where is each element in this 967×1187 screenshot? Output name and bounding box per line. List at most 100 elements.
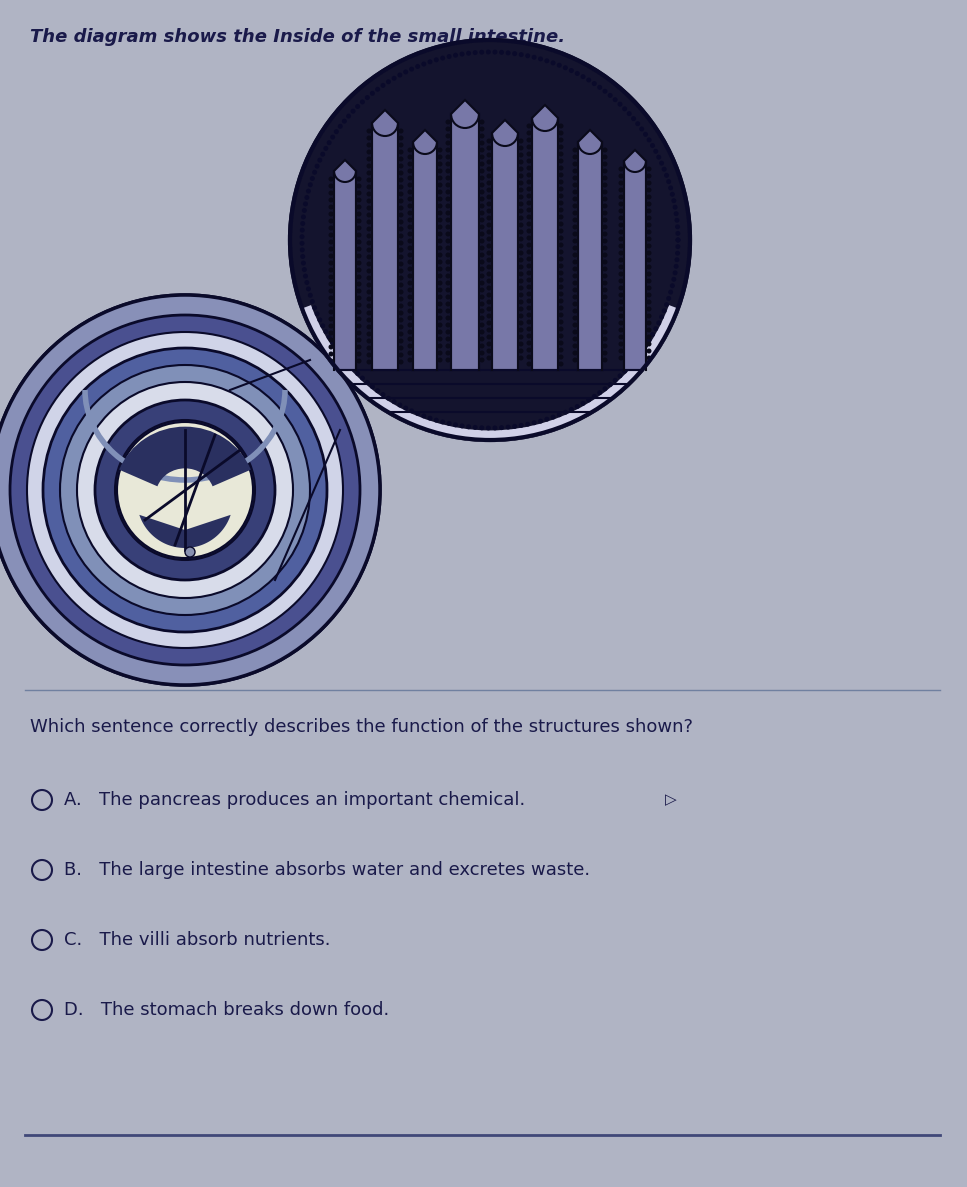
Circle shape xyxy=(607,382,613,387)
Circle shape xyxy=(480,330,484,335)
Circle shape xyxy=(559,298,564,304)
Circle shape xyxy=(407,169,413,173)
Circle shape xyxy=(446,231,451,236)
Circle shape xyxy=(480,147,484,152)
Circle shape xyxy=(290,40,690,440)
Circle shape xyxy=(559,292,564,297)
Circle shape xyxy=(366,324,371,330)
Circle shape xyxy=(526,319,532,324)
Circle shape xyxy=(486,146,491,151)
Text: ▷: ▷ xyxy=(665,793,677,807)
Circle shape xyxy=(602,210,607,216)
Circle shape xyxy=(437,154,443,159)
Circle shape xyxy=(329,260,334,266)
Circle shape xyxy=(526,341,532,345)
Circle shape xyxy=(329,303,334,307)
Circle shape xyxy=(346,114,351,119)
Circle shape xyxy=(559,145,564,150)
Circle shape xyxy=(407,330,413,335)
Circle shape xyxy=(635,121,640,126)
Circle shape xyxy=(366,331,371,336)
Circle shape xyxy=(559,179,564,184)
Circle shape xyxy=(559,235,564,241)
Circle shape xyxy=(572,224,577,229)
Circle shape xyxy=(557,412,562,418)
Circle shape xyxy=(661,309,666,313)
Circle shape xyxy=(329,233,334,237)
Circle shape xyxy=(366,311,371,316)
Circle shape xyxy=(409,408,414,413)
Circle shape xyxy=(480,50,484,55)
Circle shape xyxy=(480,140,484,146)
Circle shape xyxy=(301,215,306,220)
Circle shape xyxy=(526,355,532,360)
Circle shape xyxy=(366,297,371,301)
Circle shape xyxy=(572,154,577,159)
Circle shape xyxy=(308,293,312,298)
Circle shape xyxy=(398,353,403,357)
Circle shape xyxy=(407,294,413,299)
Circle shape xyxy=(518,173,523,178)
Circle shape xyxy=(619,342,624,347)
Circle shape xyxy=(357,274,362,279)
Circle shape xyxy=(647,258,652,262)
Circle shape xyxy=(572,246,577,250)
Circle shape xyxy=(480,133,484,139)
Circle shape xyxy=(480,357,484,362)
Circle shape xyxy=(407,260,413,265)
Circle shape xyxy=(559,326,564,331)
Circle shape xyxy=(366,283,371,287)
Circle shape xyxy=(480,294,484,299)
Circle shape xyxy=(380,392,386,398)
Circle shape xyxy=(437,147,443,152)
Circle shape xyxy=(647,272,652,277)
Circle shape xyxy=(366,164,371,169)
Circle shape xyxy=(357,197,362,203)
Circle shape xyxy=(518,313,523,318)
Circle shape xyxy=(366,254,371,260)
Circle shape xyxy=(518,258,523,262)
Circle shape xyxy=(602,343,607,349)
Polygon shape xyxy=(334,160,356,370)
Circle shape xyxy=(355,104,360,109)
Circle shape xyxy=(602,197,607,202)
Circle shape xyxy=(598,391,602,395)
Circle shape xyxy=(622,107,628,112)
Circle shape xyxy=(518,349,523,354)
Circle shape xyxy=(398,297,403,301)
Circle shape xyxy=(480,210,484,216)
Circle shape xyxy=(647,229,652,235)
Circle shape xyxy=(559,242,564,248)
Circle shape xyxy=(619,349,624,354)
Circle shape xyxy=(518,152,523,158)
Text: B.   The large intestine absorbs water and excretes waste.: B. The large intestine absorbs water and… xyxy=(64,861,590,880)
Circle shape xyxy=(366,275,371,280)
Circle shape xyxy=(365,95,369,100)
Circle shape xyxy=(572,210,577,216)
Circle shape xyxy=(357,330,362,336)
Circle shape xyxy=(559,341,564,345)
Circle shape xyxy=(486,272,491,277)
Circle shape xyxy=(619,209,624,214)
Circle shape xyxy=(329,351,334,356)
Circle shape xyxy=(446,140,451,146)
Circle shape xyxy=(480,203,484,209)
Circle shape xyxy=(437,330,443,335)
Circle shape xyxy=(518,166,523,171)
Circle shape xyxy=(437,343,443,349)
Circle shape xyxy=(526,179,532,184)
Circle shape xyxy=(360,100,365,104)
Circle shape xyxy=(674,217,680,223)
Circle shape xyxy=(647,209,652,214)
Circle shape xyxy=(602,190,607,195)
Circle shape xyxy=(357,260,362,266)
Circle shape xyxy=(675,231,681,236)
Circle shape xyxy=(398,324,403,330)
Circle shape xyxy=(486,306,491,311)
Circle shape xyxy=(366,360,371,364)
Circle shape xyxy=(440,419,445,425)
Circle shape xyxy=(446,357,451,362)
Circle shape xyxy=(446,120,451,125)
Circle shape xyxy=(398,164,403,169)
Circle shape xyxy=(559,278,564,283)
